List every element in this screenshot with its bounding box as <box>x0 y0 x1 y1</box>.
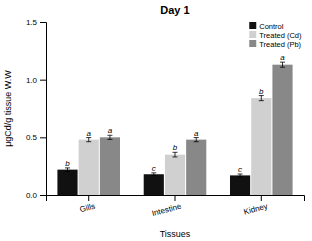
x-tick-mark <box>88 195 89 201</box>
annotations: b c c a b b a a a <box>65 53 285 174</box>
error-bar <box>259 96 264 101</box>
error-bar <box>280 62 285 67</box>
x-tick: Gills <box>79 195 96 214</box>
significance-label: a <box>108 126 113 135</box>
y-tick-mark <box>40 195 46 196</box>
error-bar-stem <box>88 138 89 142</box>
error-bar <box>238 174 243 177</box>
error-bar-stem <box>196 138 197 142</box>
error-bar-stem <box>175 152 176 157</box>
x-axis-line <box>47 196 305 202</box>
chart: 0.0 0.5 1.0 1.5 Gills Intestine Kidney b c c a b b a a… <box>0 0 312 241</box>
x-tick-label: Kidney <box>243 202 269 217</box>
y-tick-label: 1.0 <box>26 76 38 85</box>
x-tick: Kidney <box>243 195 269 217</box>
error-bar-stem <box>261 96 262 101</box>
error-bar-stem <box>282 62 283 67</box>
y-tick: 1.5 <box>26 18 46 27</box>
legend-label: Treated (Cd) <box>259 31 302 40</box>
y-tick: 0.5 <box>26 133 46 142</box>
significance-label: c <box>238 165 242 174</box>
y-tick-mark <box>40 80 46 81</box>
y-tick-label: 0.5 <box>26 133 38 142</box>
error-bar-cap <box>280 67 285 68</box>
y-axis: 0.0 0.5 1.0 1.5 <box>26 18 47 200</box>
bar <box>79 140 99 195</box>
legend-item: Treated (Pb) <box>249 40 301 49</box>
error-bar <box>107 135 112 139</box>
significance-label: a <box>86 129 91 138</box>
significance-label: b <box>65 159 70 168</box>
error-bar-stem <box>67 168 68 171</box>
bar <box>100 137 120 195</box>
legend-swatch <box>249 31 256 38</box>
x-tick-mark <box>175 195 176 201</box>
error-bar-stem <box>240 174 241 177</box>
error-bar-cap <box>194 141 199 142</box>
error-bar-stem <box>153 173 154 176</box>
y-axis-line <box>40 23 47 196</box>
plot: 0.0 0.5 1.0 1.5 Gills Intestine Kidney b c c a b b a a… <box>26 18 305 218</box>
bar <box>251 98 271 195</box>
bar <box>272 65 292 195</box>
y-tick-label: 0.0 <box>26 191 38 200</box>
x-axis-title: Tissues <box>160 229 191 239</box>
legend-label: Control <box>259 22 284 31</box>
marks <box>57 62 292 195</box>
significance-label: a <box>194 129 199 138</box>
error-bar-cap <box>107 139 112 140</box>
error-bar-cap <box>238 176 243 177</box>
error-bar <box>194 138 199 142</box>
significance-label: a <box>280 53 285 62</box>
y-tick-mark <box>40 137 46 138</box>
error-bar-cap <box>259 100 264 101</box>
error-bar-cap <box>151 175 156 176</box>
error-bar <box>86 138 91 142</box>
error-bar-cap <box>65 171 70 172</box>
x-tick-mark <box>261 195 262 201</box>
significance-label: b <box>259 87 264 96</box>
x-tick: Intestine <box>151 195 183 218</box>
bar <box>57 170 77 195</box>
significance-label: c <box>152 164 156 173</box>
y-axis-title: μgCd/g tissue W.W <box>3 70 13 147</box>
bar <box>186 140 206 195</box>
error-bar <box>151 173 156 176</box>
error-bar-cap <box>173 156 178 157</box>
y-tick-label: 1.5 <box>26 18 38 27</box>
error-bar-stem <box>109 135 110 139</box>
legend-label: Treated (Pb) <box>259 40 301 49</box>
legend-swatch <box>249 22 256 29</box>
y-tick: 0.0 <box>26 191 46 200</box>
legend-item: Treated (Cd) <box>249 31 302 40</box>
x-tick-label: Intestine <box>151 201 183 218</box>
title: Day 1 <box>160 4 189 16</box>
error-bar <box>65 168 70 171</box>
bar <box>230 175 250 195</box>
x-axis: Gills Intestine Kidney <box>47 195 305 218</box>
legend-swatch <box>249 40 256 47</box>
y-tick-mark <box>40 22 46 23</box>
significance-label: b <box>173 143 178 152</box>
y-tick: 1.0 <box>26 76 46 85</box>
legend: ControlTreated (Cd)Treated (Pb) <box>249 22 302 49</box>
bar <box>165 155 185 195</box>
error-bar <box>173 152 178 157</box>
bar <box>144 174 164 195</box>
legend-item: Control <box>249 22 284 31</box>
error-bar-cap <box>86 141 91 142</box>
x-tick-label: Gills <box>79 202 96 215</box>
